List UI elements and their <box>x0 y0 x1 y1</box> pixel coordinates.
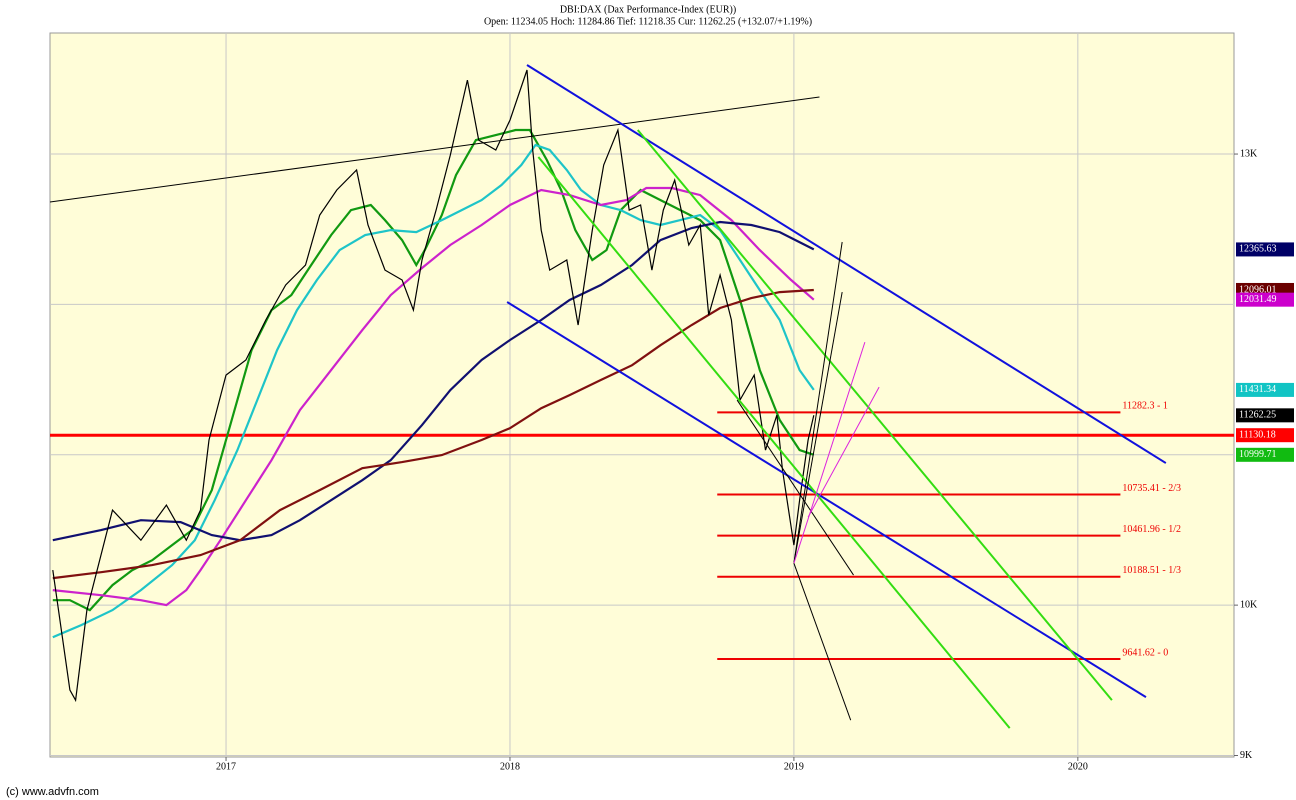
series-line <box>52 288 814 580</box>
series-line <box>52 143 815 639</box>
trend-line <box>793 341 866 564</box>
fib-label: 11282.3 - 1 <box>1122 401 1167 412</box>
fib-label: 9641.62 - 0 <box>1122 647 1168 658</box>
price-tag-label: 11130.18 <box>1239 429 1276 440</box>
price-tag-label: 12365.63 <box>1239 244 1277 255</box>
y-tick-label: 10K <box>1240 599 1258 610</box>
price-tag-label: 11431.34 <box>1239 384 1276 395</box>
fib-label: 10735.41 - 2/3 <box>1122 483 1181 494</box>
trend-line <box>793 291 843 564</box>
footer: (c) www.advfn.com <box>6 786 99 798</box>
x-tick-label: 2017 <box>216 761 236 772</box>
x-tick-label: 2019 <box>784 761 804 772</box>
price-tag <box>1236 242 1294 257</box>
price-tag <box>1236 292 1294 307</box>
price-tag-label: 11262.25 <box>1239 410 1276 421</box>
x-tick-label: 2018 <box>500 761 520 772</box>
price-tag <box>1236 408 1294 423</box>
trend-line <box>736 399 854 576</box>
chart-title: DBI:DAX (Dax Performance-Index (EUR)) <box>560 4 736 15</box>
price-tag-label: 12031.49 <box>1239 294 1277 305</box>
price-tag <box>1236 447 1294 462</box>
trend-line <box>636 129 1113 701</box>
fib-label: 10188.51 - 1/3 <box>1122 565 1181 576</box>
trend-line <box>793 563 852 721</box>
fib-label: 10461.96 - 1/2 <box>1122 524 1181 535</box>
chart-subtitle: Open: 11234.05 Hoch: 11284.86 Tief: 1121… <box>484 16 812 27</box>
trend-line <box>537 156 1011 729</box>
price-tag <box>1236 428 1294 443</box>
trend-line <box>49 96 820 203</box>
y-tick-label: 9K <box>1240 750 1253 761</box>
series-line <box>52 220 815 542</box>
trend-line <box>526 64 1167 464</box>
trend-line <box>793 241 843 564</box>
y-tick-label: 13K <box>1240 148 1258 159</box>
series-line <box>52 128 815 612</box>
trend-line <box>506 301 1147 699</box>
series-line <box>52 186 815 607</box>
series-line <box>52 69 815 703</box>
trend-line <box>807 386 880 518</box>
price-tag <box>1236 382 1294 397</box>
price-tag-label: 10999.71 <box>1239 449 1277 460</box>
price-tag-label: 12096.01 <box>1239 284 1277 295</box>
x-tick-label: 2020 <box>1068 761 1088 772</box>
